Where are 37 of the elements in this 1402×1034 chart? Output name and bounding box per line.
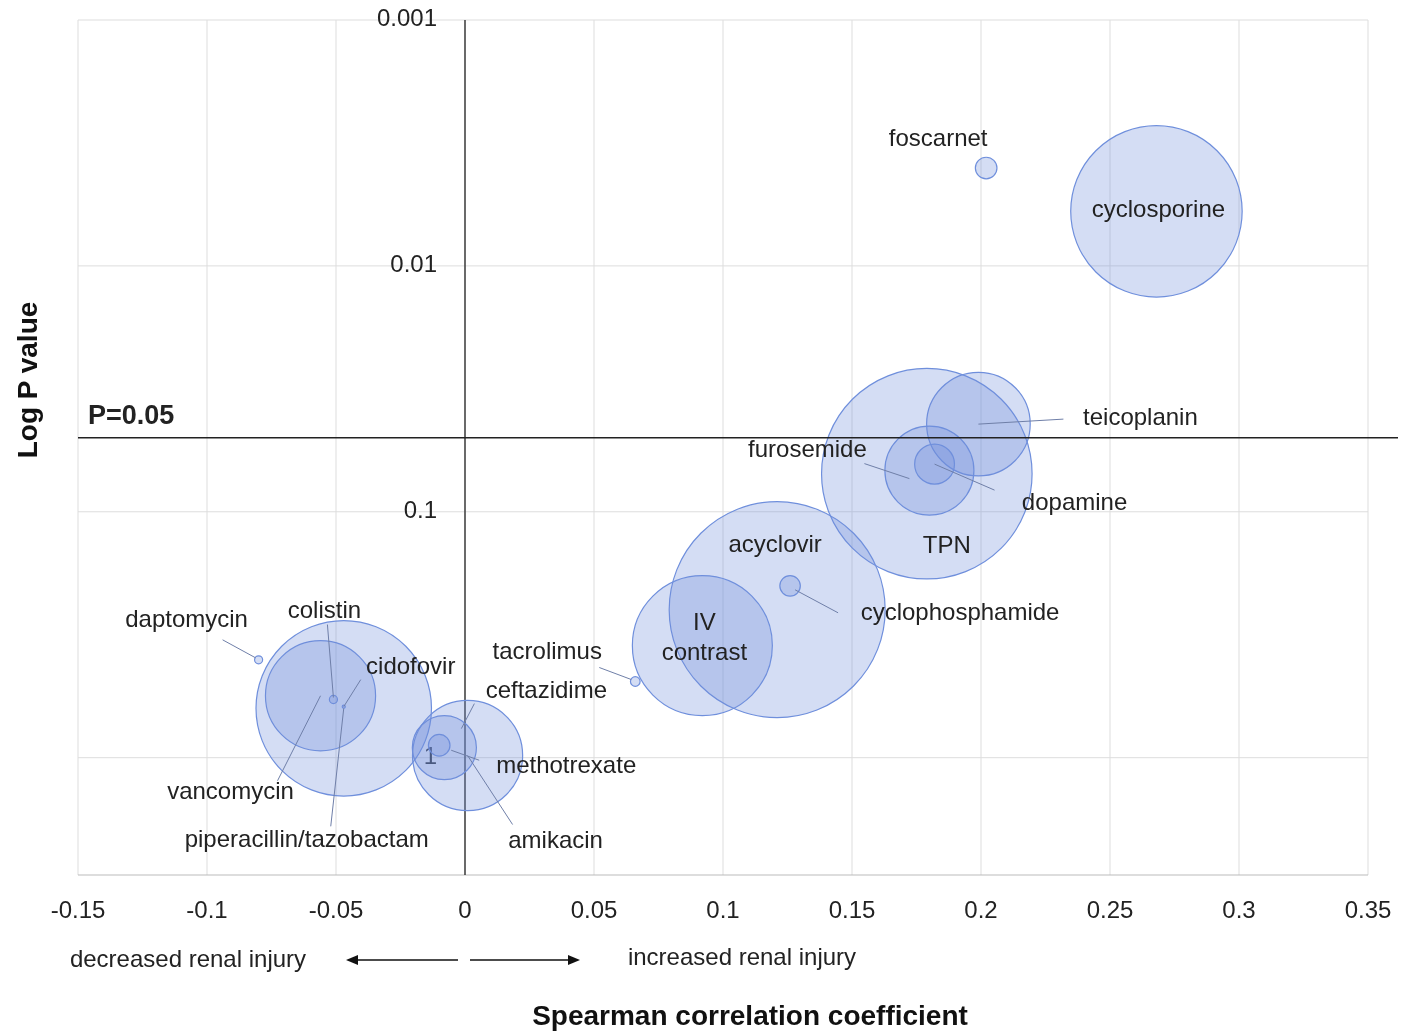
annotation: colistin <box>287 595 362 623</box>
x-tick-label: 0.05 <box>570 896 618 924</box>
annotation: cyclosporine <box>1091 195 1226 223</box>
x-tick-label: 0.1 <box>706 896 740 924</box>
x-tick-label: -0.05 <box>308 896 364 924</box>
annotation: cyclophosphamide <box>860 598 1060 626</box>
x-tick-label: -0.1 <box>186 896 228 924</box>
annotation: TPN <box>922 531 971 559</box>
text: decreased renal injury <box>69 945 307 973</box>
x-tick-label: 0.15 <box>828 896 876 924</box>
x-axis-title: Spearman correlation coefficient <box>532 1000 968 1032</box>
annotation: methotrexate <box>496 751 637 779</box>
annotation: dopamine <box>1021 488 1128 516</box>
annotation: ceftazidime <box>485 675 608 703</box>
annotation: amikacin <box>508 825 603 853</box>
annotation: piperacillin/tazobactam <box>184 825 429 853</box>
annotation: tacrolimus <box>492 636 602 664</box>
x-tick-label: 0 <box>458 896 472 924</box>
annotation: furosemide <box>748 434 867 462</box>
ref-line-label: P=0.05 <box>88 399 175 430</box>
y-axis-title: Log P value <box>12 301 44 459</box>
text: increased renal injury <box>627 943 857 971</box>
annotation: cidofovir <box>366 651 456 679</box>
x-tick-label: 0.3 <box>1222 896 1256 924</box>
annotation: IV contrast <box>661 607 748 665</box>
x-tick-label: -0.15 <box>50 896 106 924</box>
y-tick-label: 0.001 <box>376 4 437 32</box>
y-tick-label: 0.1 <box>403 496 437 524</box>
annotation: vancomycin <box>167 777 294 805</box>
x-tick-label: 0.35 <box>1344 896 1392 924</box>
annotation: teicoplanin <box>1083 403 1198 431</box>
annotation: foscarnet <box>888 124 988 152</box>
x-tick-label: 0.2 <box>964 896 998 924</box>
x-tick-label: 0.25 <box>1086 896 1134 924</box>
y-tick-label: 0.01 <box>390 250 437 278</box>
annotation: daptomycin <box>125 605 248 633</box>
annotation: acyclovir <box>728 529 822 557</box>
